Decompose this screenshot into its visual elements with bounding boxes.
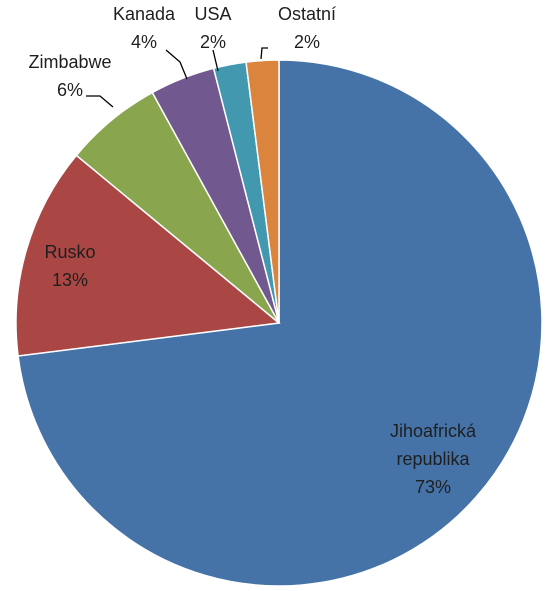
leader-lines	[86, 47, 268, 108]
pie-slice-rusko	[15, 154, 281, 357]
slice-label-rusko: Rusko 13%	[44, 242, 95, 290]
leader-line-usa	[212, 49, 219, 72]
pie-slice-ostatní	[245, 59, 280, 324]
slice-label-kanada: Kanada 4%	[113, 4, 176, 52]
leader-line-kanada	[165, 49, 188, 80]
slice-label-jihoafrická-republika: Jihoafrická republika 73%	[390, 421, 477, 497]
pie-slices	[15, 59, 543, 587]
slice-labels: Jihoafrická republika 73% Rusko 13% Zimbabwe 6…	[28, 4, 477, 497]
leader-line-zimbabwe	[86, 95, 114, 108]
slice-label-ostatní: Ostatní 2%	[278, 4, 336, 52]
slice-label-usa: USA 2%	[194, 4, 231, 52]
slice-label-zimbabwe: Zimbabwe 6%	[28, 52, 111, 100]
leader-line-ostatní	[260, 47, 268, 60]
